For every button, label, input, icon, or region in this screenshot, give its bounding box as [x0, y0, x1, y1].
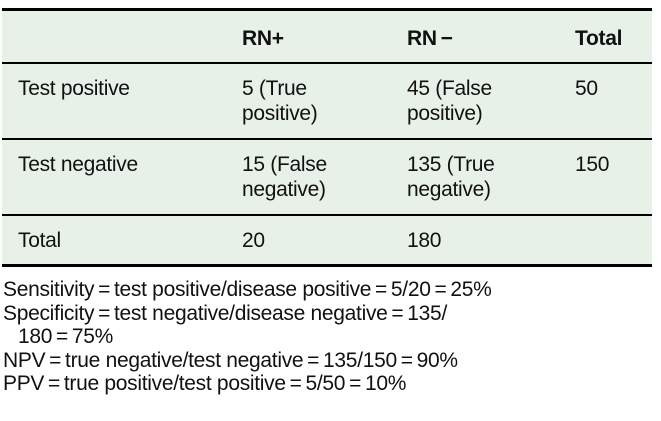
derived-statistics: Sensitivity = test positive/disease posi…: [3, 278, 661, 396]
row-label-test-positive: Test positive: [2, 63, 226, 140]
cell-true-positive: 5 (True positive): [226, 63, 391, 140]
cell-grand-total: [559, 215, 652, 266]
header-empty: [2, 9, 226, 64]
table-header-row: RN+ RN − Total: [2, 9, 652, 64]
results-table: RN+ RN − Total Test positive 5 (True pos…: [2, 8, 652, 267]
header-total: Total: [559, 9, 652, 64]
row-label-test-negative: Test negative: [2, 139, 226, 216]
stat-line-specificity: Specificity = test negative/disease nega…: [3, 301, 447, 325]
cell-test-positive-total: 50: [559, 63, 652, 140]
stat-line-npv: NPV = true negative/test negative = 135/…: [3, 348, 458, 372]
cell-true-negative: 135 (True negative): [391, 139, 559, 216]
header-rn-negative: RN −: [391, 9, 559, 64]
stat-line-sensitivity: Sensitivity = test positive/disease posi…: [3, 278, 492, 301]
cell-false-positive: 45 (False positive): [391, 63, 559, 140]
diagnostic-table-figure: RN+ RN − Total Test positive 5 (True pos…: [0, 8, 661, 421]
cell-false-negative: 15 (False negative): [226, 139, 391, 216]
row-total: Total 20 180: [2, 215, 652, 266]
cell-total-rn-negative: 180: [407, 229, 442, 252]
row-test-positive: Test positive 5 (True positive) 45 (Fals…: [2, 63, 652, 140]
cell-test-negative-total: 150: [559, 139, 652, 216]
row-test-negative: Test negative 15 (False negative) 135 (T…: [2, 139, 652, 216]
row-label-total: Total: [18, 229, 61, 252]
header-rn-positive: RN+: [226, 9, 391, 64]
stat-line-ppv: PPV = true positive/test positive = 5/50…: [3, 372, 407, 395]
stat-line-specificity-cont: 180 = 75%: [18, 325, 114, 348]
cell-total-rn-positive: 20: [242, 229, 265, 252]
